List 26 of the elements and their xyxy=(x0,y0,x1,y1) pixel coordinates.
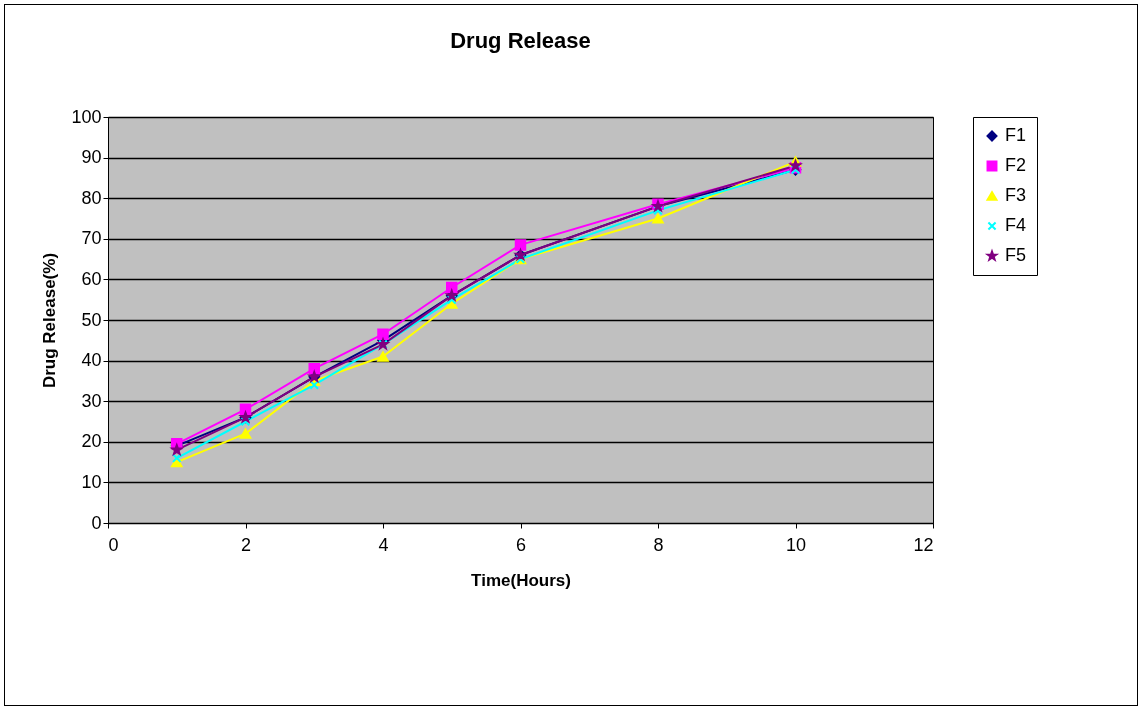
x-tick-label: 10 xyxy=(785,534,807,555)
x-axis-title: Time(Hours) xyxy=(471,570,571,590)
legend-label: F4 xyxy=(1005,215,1027,235)
y-tick-label: 80 xyxy=(81,187,102,208)
y-tick-label: 60 xyxy=(81,268,102,289)
x-tick-label: 2 xyxy=(240,534,252,555)
x-tick-label: 0 xyxy=(108,534,119,555)
chart-title: Drug Release xyxy=(450,28,591,53)
y-tick-label: 0 xyxy=(91,512,102,533)
y-tick-label: 30 xyxy=(81,390,102,411)
x-tick-label: 4 xyxy=(378,534,389,555)
y-tick-label: 50 xyxy=(81,309,102,330)
legend-label: F2 xyxy=(1005,155,1027,175)
x-tick-label: 8 xyxy=(653,534,664,555)
x-tick-label: 6 xyxy=(515,534,527,555)
legend-label: F5 xyxy=(1005,245,1027,265)
y-axis-title: Drug Release(%) xyxy=(40,252,60,389)
legend-label: F3 xyxy=(1005,185,1027,205)
legend-label: F1 xyxy=(1005,125,1027,145)
x-tick-label: 12 xyxy=(913,534,934,555)
y-tick-label: 10 xyxy=(81,471,102,492)
y-tick-label: 90 xyxy=(81,147,102,168)
y-tick-label: 40 xyxy=(81,350,102,371)
y-tick-label: 70 xyxy=(81,228,102,249)
y-tick-label: 20 xyxy=(81,431,102,452)
y-tick-label: 100 xyxy=(71,106,102,127)
